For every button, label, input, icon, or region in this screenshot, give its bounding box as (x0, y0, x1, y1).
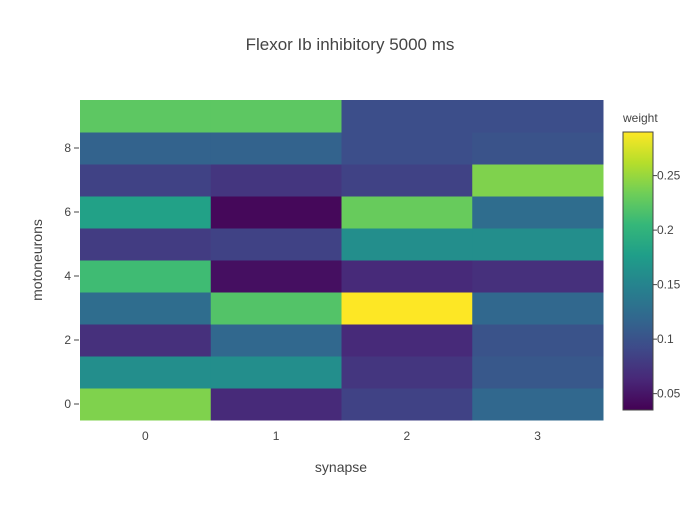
heatmap-cell (341, 388, 473, 421)
heatmap-cell (80, 100, 212, 133)
heatmap-cell (210, 132, 342, 165)
heatmap-cell (341, 164, 473, 197)
colorbar-tick-label: 0.15 (657, 278, 681, 292)
x-tick-label: 3 (534, 429, 541, 443)
heatmap-cell (80, 388, 212, 421)
colorbar-ticks: 0.05 0.1 0.15 0.2 0.25 (653, 169, 681, 401)
colorbar-tick-label: 0.25 (657, 169, 681, 183)
x-tick-label: 0 (142, 429, 149, 443)
heatmap-cell (472, 388, 604, 421)
y-tick-label: 4 (64, 269, 71, 283)
heatmap-cell (341, 356, 473, 389)
heatmap-cell (80, 260, 212, 293)
y-tick-label: 0 (64, 397, 71, 411)
heatmap-cell (80, 196, 212, 229)
x-axis-ticks: 0 1 2 3 (142, 429, 541, 443)
y-axis-ticks: 0 2 4 6 8 (64, 141, 79, 411)
colorbar-title: weight (622, 111, 658, 125)
heatmap-cell (472, 196, 604, 229)
heatmap-cell (472, 132, 604, 165)
heatmap-cell (210, 324, 342, 357)
heatmap-cell (80, 228, 212, 261)
heatmap-cell (80, 132, 212, 165)
colorbar-tick-label: 0.1 (657, 332, 674, 346)
heatmap-cell (210, 260, 342, 293)
heatmap-cell (341, 292, 473, 325)
heatmap-cell (472, 292, 604, 325)
y-tick-label: 2 (64, 333, 71, 347)
heatmap-cell (341, 324, 473, 357)
heatmap-cell (80, 356, 212, 389)
heatmap-cell (341, 196, 473, 229)
heatmap-cell (472, 356, 604, 389)
x-axis-label: synapse (315, 459, 367, 475)
heatmap-cell (210, 196, 342, 229)
heatmap-cell (210, 292, 342, 325)
colorbar-tick-label: 0.2 (657, 223, 674, 237)
heatmap-cell (210, 164, 342, 197)
heatmap-cell (80, 164, 212, 197)
heatmap-cell (472, 260, 604, 293)
colorbar-tick-label: 0.05 (657, 387, 681, 401)
heatmap-cell (472, 100, 604, 133)
y-tick-label: 6 (64, 205, 71, 219)
colorbar (622, 131, 654, 411)
y-axis-label: motoneurons (29, 219, 45, 301)
heatmap-cell (341, 132, 473, 165)
heatmap-cells (80, 100, 604, 421)
heatmap-cell (80, 324, 212, 357)
heatmap-cell (210, 100, 342, 133)
x-tick-label: 2 (404, 429, 411, 443)
heatmap-cell (472, 324, 604, 357)
heatmap-cell (341, 228, 473, 261)
heatmap-cell (341, 260, 473, 293)
heatmap-cell (80, 292, 212, 325)
y-tick-label: 8 (64, 141, 71, 155)
heatmap-cell (472, 228, 604, 261)
heatmap-cell (472, 164, 604, 197)
heatmap-cell (341, 100, 473, 133)
x-tick-label: 1 (273, 429, 280, 443)
heatmap-cell (210, 228, 342, 261)
heatmap-cell (210, 388, 342, 421)
heatmap-cell (210, 356, 342, 389)
chart-title: Flexor Ib inhibitory 5000 ms (246, 35, 455, 54)
